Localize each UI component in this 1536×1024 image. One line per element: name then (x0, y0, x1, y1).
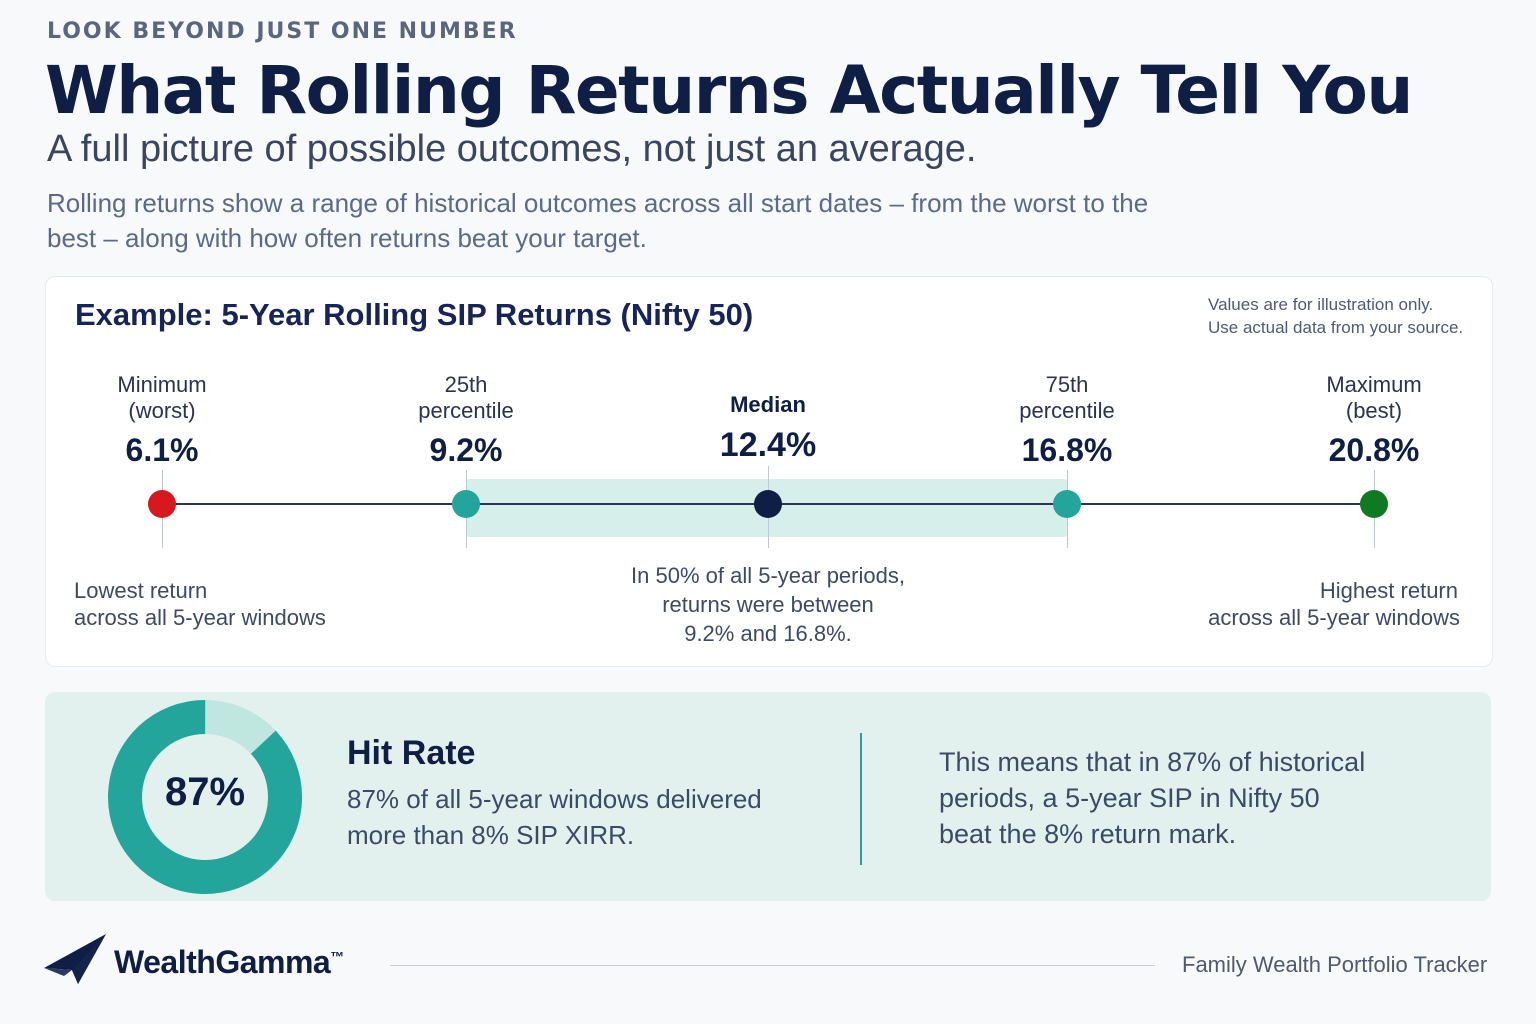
example-title: Example: 5-Year Rolling SIP Returns (Nif… (75, 297, 754, 332)
page-subtitle: A full picture of possible outcomes, not… (47, 128, 977, 170)
eyebrow: LOOK BEYOND JUST ONE NUMBER (47, 19, 518, 44)
hit-rate-text: 87% of all 5-year windows delivered more… (347, 781, 817, 853)
stat-sublabel-p25: percentile (418, 398, 514, 423)
marker-median (754, 490, 782, 518)
stat-minimum: Minimum (worst) 6.1% (42, 372, 282, 469)
hit-rate-donut (108, 700, 302, 894)
paper-plane-logo-icon (44, 934, 106, 984)
stat-label-median: Median (730, 392, 806, 417)
note-line-1: Values are for illustration only. (1208, 295, 1434, 314)
example-card: Example: 5-Year Rolling SIP Returns (Nif… (45, 276, 1493, 667)
stat-label-p25: 25th (444, 372, 488, 397)
hit-rate-value: 87% (164, 770, 246, 814)
trademark-symbol: ™ (330, 948, 344, 965)
caption-maximum-line-2: across all 5-year windows (1208, 605, 1460, 630)
explanation-line-3: beat the 8% return mark. (939, 819, 1237, 849)
stat-value-minimum: 6.1% (125, 432, 199, 468)
stat-value-p25: 9.2% (429, 432, 503, 468)
panel-divider (860, 733, 862, 865)
page-title: What Rolling Returns Actually Tell You (45, 52, 1413, 129)
brand-name: WealthGamma™ (114, 944, 344, 981)
stat-sublabel-p75: percentile (1019, 398, 1115, 423)
caption-median: In 50% of all 5-year periods, returns we… (568, 561, 968, 648)
stat-sublabel-minimum: (worst) (128, 398, 196, 423)
stat-p75: 75th percentile 16.8% (947, 372, 1187, 469)
stat-maximum: Maximum (best) 20.8% (1254, 372, 1494, 469)
stat-sublabel-maximum: (best) (1345, 398, 1403, 423)
caption-minimum: Lowest return across all 5-year windows (74, 577, 326, 631)
stat-label-minimum: Minimum (117, 372, 207, 397)
caption-median-line-2: returns were between (662, 592, 874, 617)
hit-rate-text-line-2: more than 8% SIP XIRR. (347, 820, 635, 850)
stat-median: Median 12.4% (648, 392, 888, 465)
explanation-line-2: periods, a 5-year SIP in Nifty 50 (939, 783, 1320, 813)
marker-maximum (1360, 490, 1388, 518)
stat-p25: 25th percentile 9.2% (346, 372, 586, 469)
stat-label-maximum: Maximum (1326, 372, 1422, 397)
caption-minimum-line-2: across all 5-year windows (74, 605, 326, 630)
marker-p75 (1053, 490, 1081, 518)
explanation-line-1: This means that in 87% of historical (939, 747, 1366, 777)
stat-value-median: 12.4% (719, 426, 817, 464)
stat-value-maximum: 20.8% (1328, 432, 1420, 468)
caption-median-line-1: In 50% of all 5-year periods, (631, 563, 905, 588)
page-description: Rolling returns show a range of historic… (47, 188, 1149, 253)
note-line-2: Use actual data from your source. (1208, 318, 1464, 337)
marker-minimum (148, 490, 176, 518)
stat-label-p75: 75th (1045, 372, 1089, 397)
marker-p25 (452, 490, 480, 518)
caption-maximum: Highest return across all 5-year windows (1160, 577, 1460, 631)
footer-tagline: Family Wealth Portfolio Tracker (1182, 952, 1488, 977)
illustration-note: Values are for illustration only. Use ac… (1208, 293, 1468, 339)
caption-maximum-line-1: Highest return (1319, 578, 1458, 603)
hit-rate-explanation: This means that in 87% of historical per… (939, 744, 1409, 852)
hit-rate-title: Hit Rate (347, 734, 476, 772)
brand-name-text: WealthGamma (114, 944, 331, 980)
caption-median-line-3: 9.2% and 16.8%. (684, 621, 852, 646)
footer-divider (390, 965, 1155, 966)
hit-rate-text-line-1: 87% of all 5-year windows delivered (347, 784, 762, 814)
stat-value-p75: 16.8% (1021, 432, 1113, 468)
caption-minimum-line-1: Lowest return (74, 578, 208, 603)
